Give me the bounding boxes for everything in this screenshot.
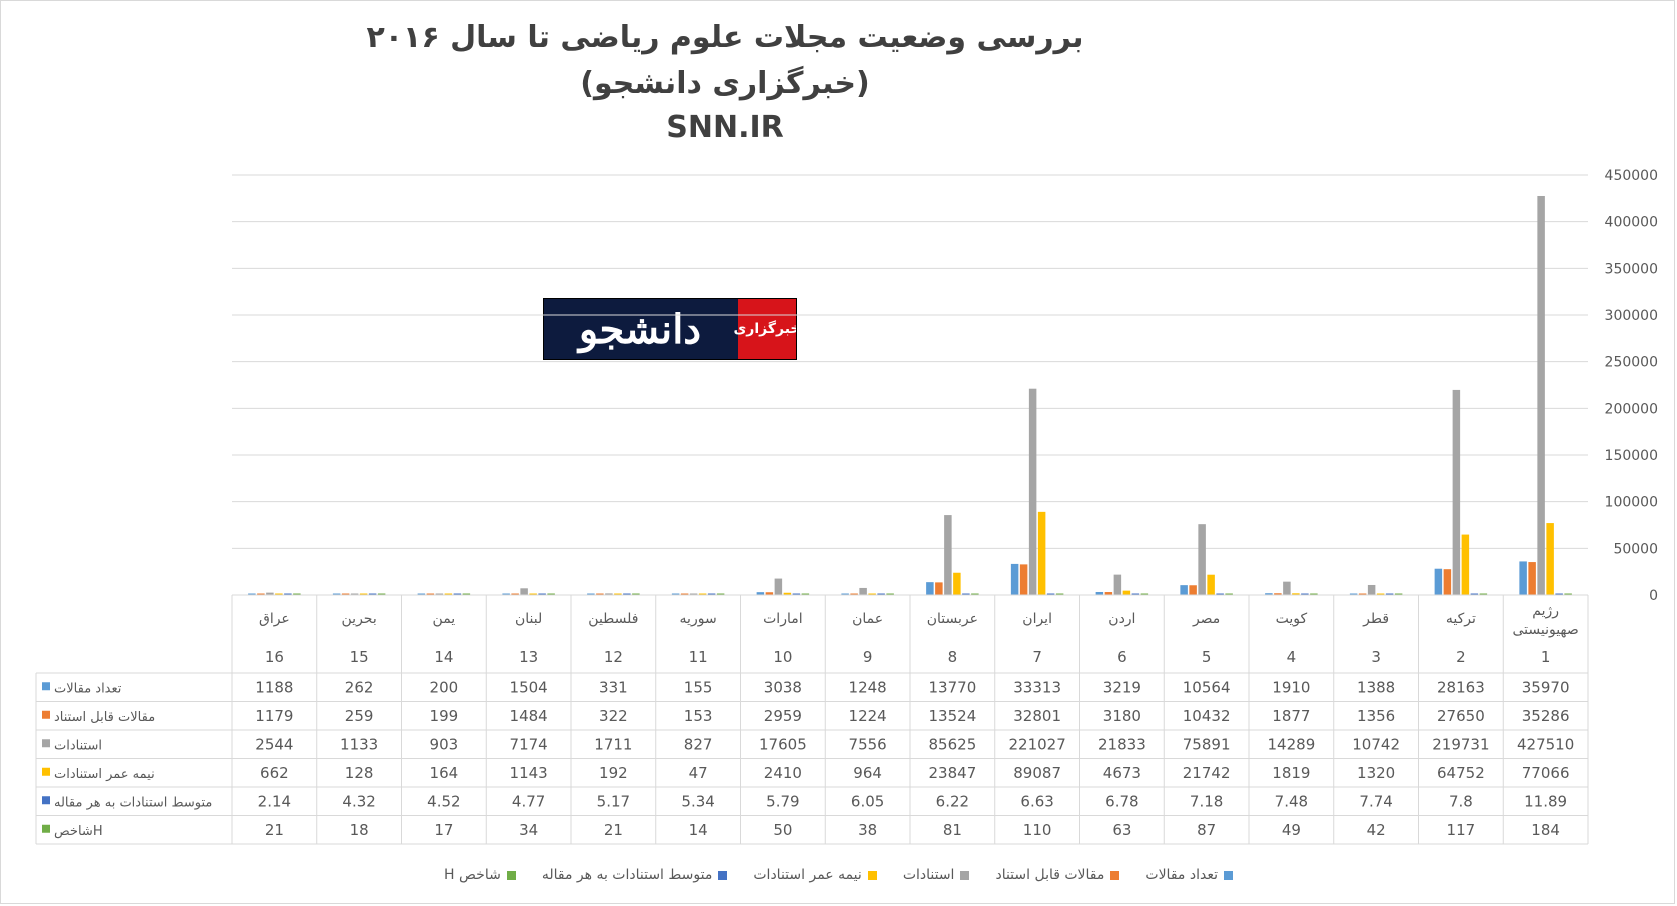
legend-swatch bbox=[1223, 870, 1233, 880]
chart-subtitle: (خبرگزاری دانشجو) bbox=[580, 66, 870, 101]
legend-item: شاخص H bbox=[444, 867, 516, 883]
legend: تعداد مقالات مقالات قابل استناد استنادات نی… bbox=[0, 863, 1677, 887]
legend-item: نیمه عمر استنادات bbox=[753, 867, 877, 883]
legend-item: تعداد مقالات bbox=[1145, 867, 1233, 883]
legend-item: متوسط استنادات به هر مقاله bbox=[542, 867, 728, 883]
logo-wordmark: دانشجو bbox=[578, 305, 702, 353]
chart-source: SNN.IR bbox=[666, 110, 784, 145]
chart-title: بررسی وضعیت مجلات علوم ریاضی تا سال ۲۰۱۶ bbox=[366, 20, 1084, 55]
legend-swatch bbox=[867, 870, 877, 880]
legend-label: شاخص H bbox=[444, 867, 501, 883]
legend-label: نیمه عمر استنادات bbox=[753, 867, 862, 883]
legend-item: استنادات bbox=[903, 867, 970, 883]
legend-swatch bbox=[718, 870, 728, 880]
legend-label: تعداد مقالات bbox=[1145, 867, 1218, 883]
legend-item: مقالات قابل استناد bbox=[995, 867, 1120, 883]
logo-badge: خبرگزاری bbox=[733, 299, 796, 359]
legend-swatch bbox=[506, 870, 516, 880]
legend-label: استنادات bbox=[902, 867, 955, 883]
legend-swatch bbox=[960, 870, 970, 880]
legend-swatch bbox=[1110, 870, 1120, 880]
legend-label: مقالات قابل استناد bbox=[995, 867, 1105, 883]
legend-label: متوسط استنادات به هر مقاله bbox=[541, 867, 713, 883]
agency-logo: دانشجو خبرگزاری bbox=[543, 298, 797, 360]
